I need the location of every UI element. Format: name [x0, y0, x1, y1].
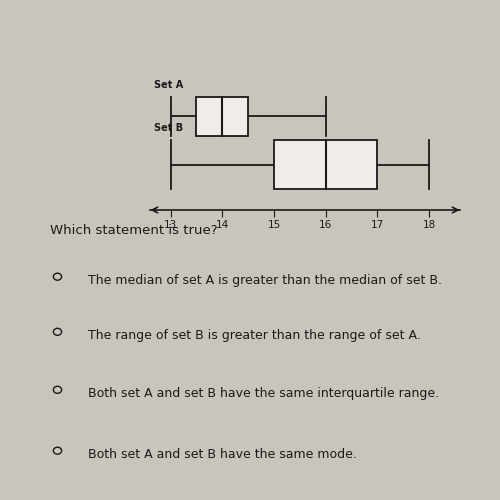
Text: Set A: Set A: [154, 80, 184, 90]
Text: Both set A and set B have the same interquartile range.: Both set A and set B have the same inter…: [88, 387, 438, 400]
Bar: [274, 140, 378, 189]
Text: The range of set B is greater than the range of set A.: The range of set B is greater than the r…: [88, 329, 420, 342]
Text: Both set A and set B have the same mode.: Both set A and set B have the same mode.: [88, 448, 356, 461]
Bar: [196, 97, 248, 136]
Text: Set B: Set B: [154, 124, 184, 134]
Text: Which statement is true?: Which statement is true?: [50, 224, 217, 237]
Text: The median of set A is greater than the median of set B.: The median of set A is greater than the …: [88, 274, 442, 287]
